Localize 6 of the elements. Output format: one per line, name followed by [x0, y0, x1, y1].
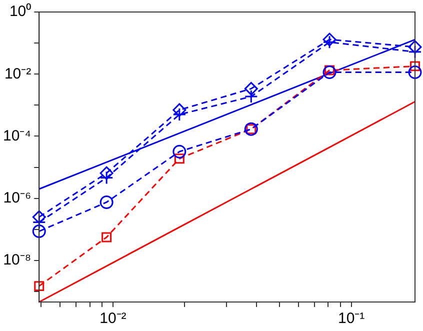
y-tick-label: 10⁻⁶: [3, 189, 32, 206]
y-tick-label: 10⁻²: [4, 65, 32, 82]
y-tick-label: 10⁻⁸: [3, 252, 32, 269]
y-tick-label: 10⁰: [9, 3, 32, 20]
y-tick-label: 10⁻⁴: [2, 127, 32, 144]
x-tick-label: 10⁻¹: [338, 310, 365, 328]
